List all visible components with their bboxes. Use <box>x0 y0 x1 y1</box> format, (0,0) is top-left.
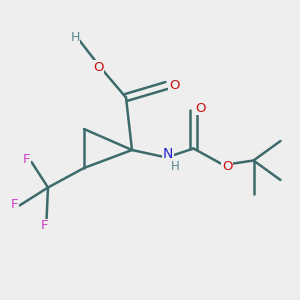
Text: H: H <box>70 31 80 44</box>
Text: F: F <box>41 219 49 232</box>
Text: O: O <box>222 160 232 173</box>
Text: N: N <box>163 148 173 161</box>
Text: O: O <box>196 101 206 115</box>
Text: H: H <box>170 160 179 173</box>
Text: F: F <box>10 197 18 211</box>
Text: F: F <box>22 153 30 166</box>
Text: O: O <box>169 79 179 92</box>
Text: O: O <box>93 61 103 74</box>
